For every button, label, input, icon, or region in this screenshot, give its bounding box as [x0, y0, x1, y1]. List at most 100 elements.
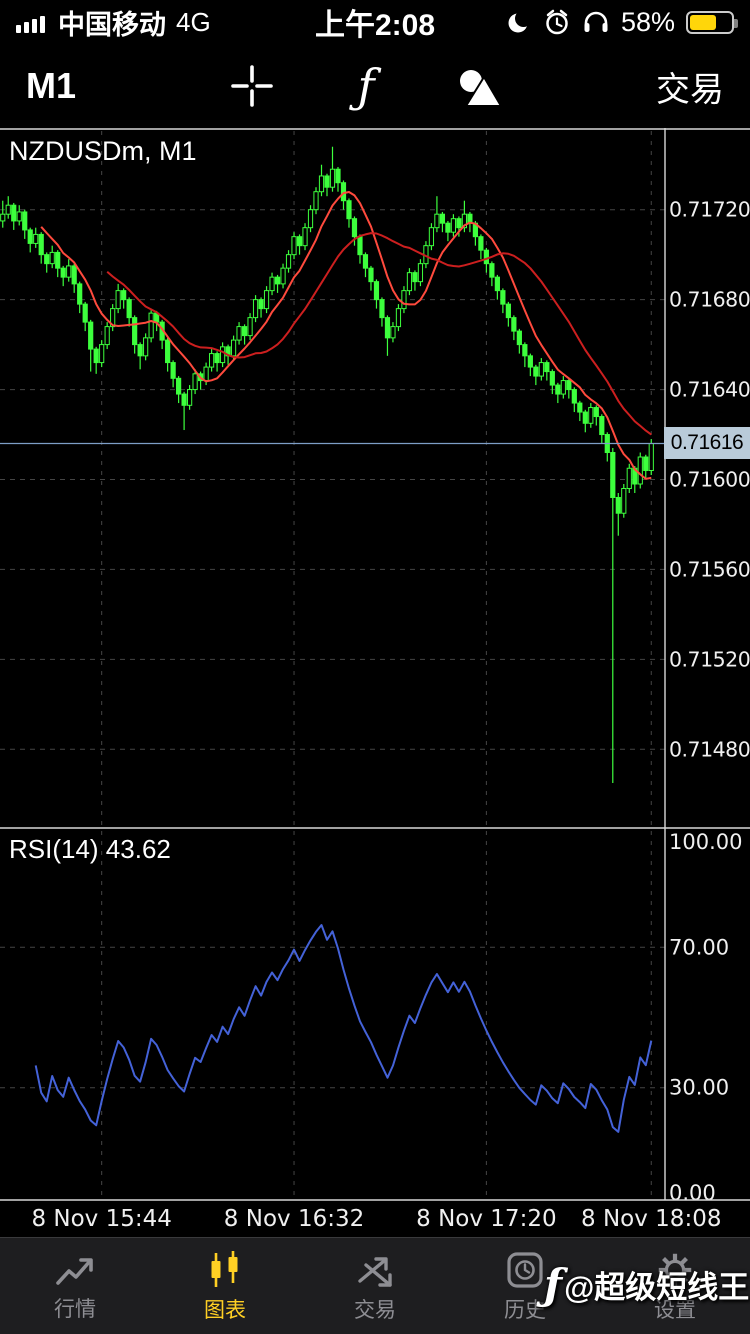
candle: [390, 322, 396, 343]
toolbar-tools: ƒ: [76, 58, 656, 114]
candle: [143, 333, 149, 361]
candle: [269, 272, 275, 296]
candle: [165, 337, 171, 372]
price-tick-label: 0.71480: [669, 737, 750, 761]
candle: [258, 297, 264, 318]
trade-button[interactable]: 交易: [656, 70, 724, 109]
candle: [643, 454, 649, 480]
candle: [500, 288, 506, 314]
candle: [22, 209, 28, 239]
candle: [82, 301, 88, 332]
crosshair-button[interactable]: [224, 58, 280, 114]
candle: [77, 281, 83, 314]
candle: [137, 342, 143, 370]
chart-area[interactable]: 8 Nov 15:44 8 Nov 16:32 8 Nov 17:20 8 Nov 1…: [0, 128, 750, 1235]
candle: [626, 463, 632, 493]
price-tick-label: 0.71640: [669, 378, 750, 402]
candle: [373, 279, 380, 309]
candle: [505, 301, 511, 327]
carrier-name: 中国移动: [58, 9, 166, 40]
objects-button[interactable]: [452, 58, 508, 114]
candle: [527, 353, 533, 377]
candle: [104, 322, 110, 350]
function-f-icon: ƒ: [357, 59, 375, 113]
indicators-button[interactable]: ƒ: [338, 58, 394, 114]
price-chart-svg[interactable]: 8 Nov 15:44 8 Nov 16:32 8 Nov 17:20 8 Nov 1…: [0, 128, 750, 1235]
candle: [247, 313, 253, 341]
candle: [219, 342, 226, 368]
candle: [571, 387, 577, 413]
candle: [604, 432, 610, 462]
candle: [428, 223, 435, 251]
ma-slow-line: [106, 232, 652, 436]
tab-trade[interactable]: 交易: [300, 1238, 450, 1334]
candle: [302, 223, 308, 251]
current-price-badge: 0.71616: [664, 427, 750, 459]
candle: [483, 247, 489, 273]
objects-shapes-icon: [460, 70, 503, 107]
rsi-line: [34, 924, 653, 1133]
time-tick-label: 8 Nov 18:08: [581, 1206, 721, 1232]
timeframe-button[interactable]: M1: [26, 65, 77, 106]
candle: [99, 340, 105, 368]
candle: [582, 409, 588, 433]
candle: [450, 214, 457, 237]
candle: [16, 205, 22, 226]
trade-arrows-icon: [353, 1249, 397, 1291]
rsi-tick-label: 70.00: [669, 935, 729, 959]
battery-fill: [690, 14, 716, 30]
settings-gear-icon: [653, 1249, 697, 1291]
candle: [60, 265, 66, 287]
candle: [88, 319, 94, 372]
charts-candles-icon: [203, 1249, 247, 1291]
candle: [192, 369, 198, 395]
time-tick-label: 8 Nov 16:32: [224, 1206, 364, 1232]
tab-settings-label: 设置: [654, 1298, 696, 1322]
candle: [159, 319, 165, 350]
headphones-icon: [584, 11, 608, 32]
rsi-tick-label: 0.00: [669, 1181, 716, 1205]
candle: [27, 227, 33, 253]
candle: [313, 187, 319, 215]
candle: [538, 358, 544, 381]
candle: [33, 227, 39, 248]
candle: [621, 483, 627, 518]
panel-borders: [0, 128, 750, 1201]
tab-charts[interactable]: 图表: [150, 1238, 300, 1334]
candle: [126, 297, 132, 327]
candle: [599, 414, 605, 444]
candle: [214, 351, 220, 372]
crosshair-icon: [231, 65, 273, 107]
candle: [511, 315, 517, 341]
candle: [11, 202, 17, 230]
candle: [384, 315, 391, 356]
candle: [252, 295, 259, 323]
candle: [648, 439, 654, 476]
candle: [555, 382, 561, 404]
candle: [489, 261, 495, 287]
candle: [566, 378, 572, 399]
rsi-indicator-label: RSI(14) 43.62: [9, 834, 171, 864]
battery-percent: 58%: [620, 6, 675, 37]
candle: [274, 274, 281, 293]
candle: [560, 376, 566, 399]
symbol-label: NZDUSDm, M1: [9, 136, 197, 166]
tab-quotes[interactable]: 行情: [0, 1238, 150, 1334]
price-tick-label: 0.71680: [669, 288, 750, 312]
watermark-logo: ƒ: [544, 1259, 563, 1309]
candle: [362, 252, 369, 278]
price-tick-label: 0.71600: [669, 468, 750, 492]
tab-history[interactable]: 历史: [450, 1238, 600, 1334]
candle: [170, 360, 176, 388]
tab-settings[interactable]: 设置: [600, 1238, 750, 1334]
candle: [593, 405, 599, 426]
candle: [176, 376, 182, 404]
candle: [588, 403, 594, 428]
price-tick-label: 0.71720: [669, 198, 750, 222]
candle: [5, 196, 11, 219]
rsi-grid: 100.00 70.00 30.00 0.00: [0, 830, 742, 1205]
candle: [208, 349, 215, 372]
candle: [434, 196, 440, 233]
candle: [115, 283, 121, 314]
